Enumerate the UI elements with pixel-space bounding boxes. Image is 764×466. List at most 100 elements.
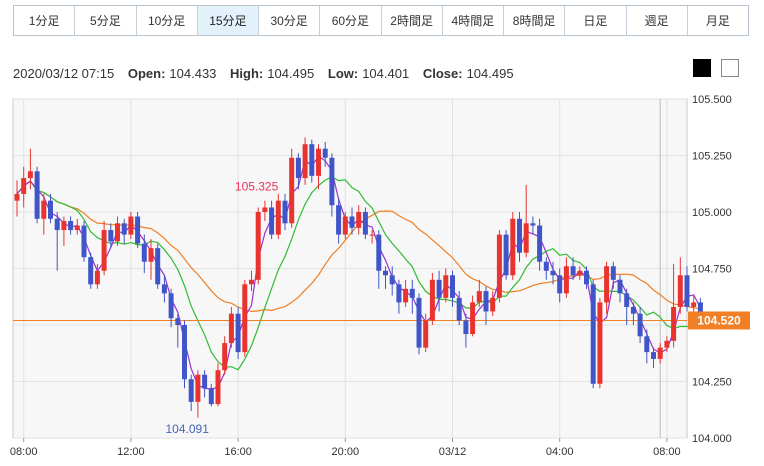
- candle-body: [175, 318, 181, 325]
- candle-body: [396, 284, 402, 303]
- candle-body: [470, 302, 476, 335]
- x-tick-label: 12:00: [117, 446, 145, 458]
- candle-body: [409, 288, 415, 298]
- tab-timeframe-5[interactable]: 60分足: [320, 6, 382, 35]
- candle-body: [228, 313, 234, 344]
- candle-body: [101, 230, 107, 271]
- candle-body: [490, 297, 496, 312]
- tab-timeframe-7[interactable]: 4時間足: [443, 6, 504, 35]
- candle-body: [342, 216, 348, 235]
- candle-body: [356, 212, 362, 228]
- candle-body: [657, 347, 663, 359]
- candle-body: [309, 144, 315, 176]
- y-tick-label: 105.250: [692, 151, 732, 163]
- candle-body: [302, 144, 308, 179]
- candle-body: [590, 284, 596, 384]
- candle-body: [222, 343, 228, 371]
- candle-body: [610, 266, 616, 280]
- candle-body: [697, 302, 703, 314]
- ohlc-datetime: 2020/03/12 07:15: [13, 66, 115, 81]
- candle-body: [48, 200, 53, 219]
- tab-timeframe-0[interactable]: 1分足: [14, 6, 76, 35]
- candle-body: [242, 284, 248, 353]
- current-price-badge: [688, 311, 750, 330]
- candle-body: [684, 275, 690, 307]
- candle-body: [677, 275, 683, 307]
- candle-body: [262, 207, 268, 212]
- x-tick-label: 04:00: [546, 446, 574, 458]
- candle-body: [249, 279, 254, 285]
- candle-body: [456, 297, 462, 321]
- candle-body: [530, 223, 536, 226]
- candle-body: [282, 200, 288, 224]
- candle-body: [651, 352, 656, 359]
- candle-body: [208, 388, 214, 405]
- tab-timeframe-6[interactable]: 2時間足: [382, 6, 443, 35]
- candle-body: [41, 200, 47, 219]
- candle-body: [349, 216, 355, 228]
- candle-body: [121, 223, 127, 235]
- candle-body: [195, 374, 201, 402]
- candle-body: [584, 270, 589, 285]
- candle-body: [108, 230, 114, 242]
- candle-body: [604, 266, 610, 303]
- candle-body: [161, 284, 167, 294]
- candle-body: [691, 302, 697, 307]
- candle-body: [202, 374, 208, 389]
- candle-body: [34, 171, 40, 219]
- high-label: High:: [230, 66, 264, 81]
- candle-body: [476, 291, 482, 303]
- x-tick-label: 08:00: [10, 446, 38, 458]
- candle-body: [577, 270, 583, 276]
- tab-timeframe-11[interactable]: 月足: [705, 14, 730, 28]
- candle-body: [14, 193, 20, 201]
- candle-body: [336, 205, 342, 235]
- candle-body: [255, 212, 261, 280]
- low-value: 104.401: [362, 66, 410, 81]
- candle-body: [68, 221, 74, 231]
- tab-timeframe-2[interactable]: 10分足: [137, 6, 198, 35]
- x-tick-label: 03/12: [439, 446, 467, 458]
- dark-theme-button[interactable]: [693, 59, 711, 77]
- max-price-label: 105.325: [235, 180, 279, 194]
- candle-body: [362, 212, 368, 235]
- candle-body: [617, 279, 623, 294]
- candle-body: [141, 243, 147, 262]
- candle-body: [624, 293, 630, 307]
- candle-body: [537, 225, 543, 262]
- candle-body: [389, 275, 395, 285]
- candle-body: [664, 340, 670, 348]
- min-price-label: 104.091: [166, 422, 210, 436]
- candle-body: [27, 171, 33, 179]
- candle-body: [322, 148, 328, 158]
- candle-body: [295, 157, 301, 179]
- light-theme-button[interactable]: [721, 59, 739, 77]
- tab-timeframe-10[interactable]: 週足: [627, 6, 688, 35]
- candle-body: [483, 291, 489, 312]
- candle-body: [429, 279, 435, 321]
- candle-body: [54, 218, 60, 231]
- y-tick-label: 104.750: [692, 264, 732, 276]
- x-tick-label: 20:00: [332, 446, 360, 458]
- candle-body: [423, 320, 429, 348]
- candle-body: [523, 223, 529, 253]
- tab-timeframe-8[interactable]: 8時間足: [504, 6, 566, 35]
- candle-body: [81, 225, 87, 258]
- tab-timeframe-9[interactable]: 日足: [565, 6, 627, 35]
- tab-timeframe-1[interactable]: 5分足: [75, 6, 137, 35]
- candle-body: [289, 157, 295, 224]
- tab-timeframe-3[interactable]: 15分足: [197, 6, 259, 35]
- timeframe-tabs: 1分足 5分足 10分足 15分足 30分足 60分足 2時間足 4時間足 8時間足 日足 週足 月足: [13, 5, 749, 36]
- candle-body: [168, 293, 174, 319]
- candle-body: [275, 200, 281, 235]
- candle-body: [88, 257, 94, 285]
- candle-body: [376, 234, 382, 271]
- candle-body: [570, 266, 576, 276]
- candle-body: [517, 218, 522, 253]
- tab-timeframe-4[interactable]: 30分足: [259, 6, 321, 35]
- candle-body: [443, 275, 449, 298]
- candle-body: [463, 320, 469, 335]
- candle-body: [21, 178, 27, 194]
- open-value: 104.433: [169, 66, 217, 81]
